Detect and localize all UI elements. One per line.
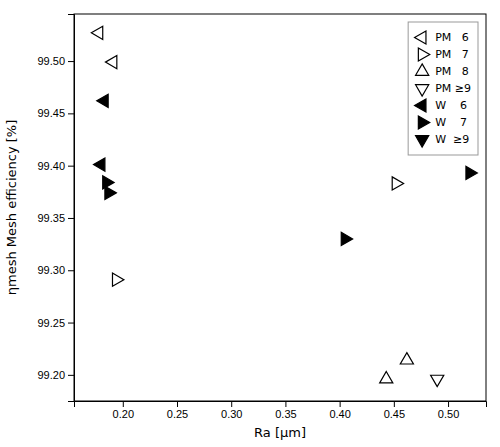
tick: 0.25 bbox=[167, 401, 188, 420]
tick-mark bbox=[231, 401, 232, 407]
tick-label: 99.40 bbox=[37, 160, 65, 172]
point bbox=[392, 177, 403, 190]
series bbox=[380, 353, 414, 383]
tick: 99.25 bbox=[37, 317, 74, 329]
tick-mark bbox=[340, 401, 341, 407]
x-axis: 0.20 0.25 0.30 0.35 0.40 0.45 0.50 bbox=[75, 401, 487, 420]
tick: 0.40 bbox=[329, 401, 350, 420]
tick-label: 0.40 bbox=[329, 408, 350, 420]
tick-label: 99.45 bbox=[37, 107, 65, 119]
axis-line bbox=[75, 402, 487, 408]
legend-label: PM 8 bbox=[435, 65, 469, 78]
tick: 99.50 bbox=[37, 55, 74, 67]
legend-symbol bbox=[415, 99, 426, 112]
plot-frame bbox=[74, 14, 486, 401]
tick-mark bbox=[177, 401, 178, 407]
legend-label: W 6 bbox=[435, 99, 467, 112]
tick-mark bbox=[394, 401, 395, 407]
tick-mark bbox=[68, 218, 74, 219]
legend-box bbox=[408, 22, 478, 155]
point bbox=[91, 26, 102, 39]
chart: 0.200.250.300.350.400.450.5099.2099.2599… bbox=[0, 0, 500, 447]
tick-mark bbox=[68, 166, 74, 167]
tick: 0.20 bbox=[113, 401, 134, 420]
point bbox=[341, 232, 352, 245]
tick-label: 99.30 bbox=[37, 264, 65, 276]
tick-label: 0.20 bbox=[113, 408, 134, 420]
tick-label: 99.25 bbox=[37, 317, 65, 329]
tick: 99.20 bbox=[37, 369, 74, 381]
tick: 99.40 bbox=[37, 160, 74, 172]
point bbox=[105, 56, 116, 69]
tick-mark bbox=[68, 323, 74, 324]
tick-label: 0.45 bbox=[384, 408, 405, 420]
axis-line bbox=[68, 15, 75, 402]
tick: 99.30 bbox=[37, 264, 74, 276]
legend-symbol bbox=[418, 116, 429, 129]
series bbox=[94, 94, 109, 171]
legend-label: PM 6 bbox=[435, 31, 469, 44]
tick-mark bbox=[285, 401, 286, 407]
tick: 0.50 bbox=[438, 401, 459, 420]
point bbox=[466, 166, 477, 179]
point bbox=[105, 186, 116, 199]
legend-label: W 7 bbox=[435, 116, 467, 129]
legend-label: PM ≥9 bbox=[435, 82, 471, 95]
x-axis-title: Ra [μm] bbox=[254, 425, 306, 440]
tick-label: 0.30 bbox=[221, 408, 242, 420]
point bbox=[112, 273, 123, 286]
tick-label: 99.20 bbox=[37, 369, 65, 381]
series bbox=[431, 375, 444, 386]
tick-mark bbox=[68, 61, 74, 62]
legend-symbol bbox=[416, 136, 429, 147]
point bbox=[97, 94, 108, 107]
legend-label: W ≥9 bbox=[435, 133, 469, 146]
tick-label: 0.50 bbox=[438, 408, 459, 420]
tick-mark bbox=[68, 375, 74, 376]
tick-mark bbox=[68, 113, 74, 114]
series bbox=[91, 26, 116, 68]
tick-label: 0.25 bbox=[167, 408, 188, 420]
tick-mark bbox=[123, 401, 124, 407]
legend: PM 6 PM 7 PM 8 PM ≥9 W 6 W 7 W ≥9 bbox=[408, 22, 478, 155]
legend-symbol bbox=[418, 48, 429, 61]
point bbox=[431, 375, 444, 386]
point bbox=[94, 158, 105, 171]
series bbox=[103, 166, 478, 245]
tick: 99.35 bbox=[37, 212, 74, 224]
tick-label: 99.50 bbox=[37, 55, 65, 67]
legend-symbol bbox=[416, 64, 429, 75]
tick-label: 99.35 bbox=[37, 212, 65, 224]
tick: 0.45 bbox=[384, 401, 405, 420]
point bbox=[380, 371, 393, 382]
series bbox=[112, 177, 403, 286]
legend-symbol bbox=[416, 85, 429, 96]
tick-mark bbox=[68, 270, 74, 271]
y-axis-title: ηmesh Mesh efficiency [%] bbox=[4, 120, 19, 295]
tick-mark bbox=[448, 401, 449, 407]
point bbox=[400, 353, 413, 364]
legend-symbol bbox=[415, 31, 426, 44]
tick: 0.30 bbox=[221, 401, 242, 420]
tick: 0.35 bbox=[275, 401, 296, 420]
y-axis: 99.20 99.25 99.30 99.35 99.40 99.45 99.50 bbox=[37, 15, 74, 402]
legend-label: PM 7 bbox=[435, 48, 469, 61]
tick: 99.45 bbox=[37, 107, 74, 119]
tick-label: 0.35 bbox=[275, 408, 296, 420]
